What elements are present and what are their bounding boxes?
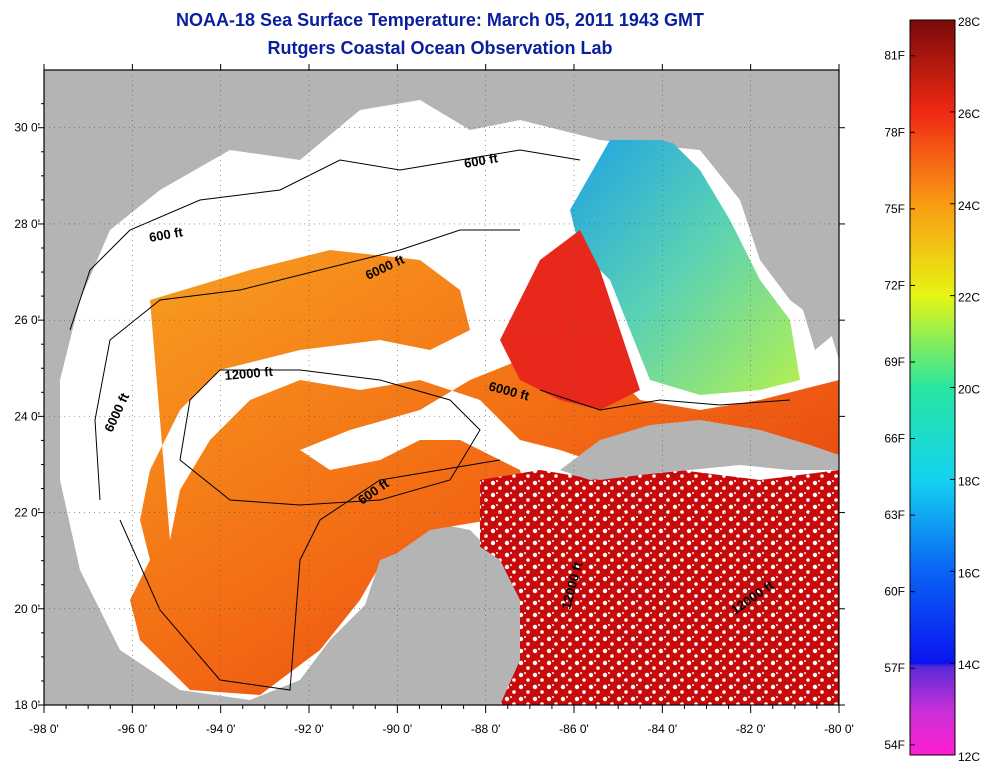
chart-subtitle: Rutgers Coastal Ocean Observation Lab [267,38,613,58]
lat-tick-label: 28 0' [14,217,40,231]
contour-label: 600 ft [463,150,500,171]
latitude-axis: 30 0' 28 0' 26 0' 24 0' 22 0' 20 0' 18 0' [14,103,845,712]
chart-title: NOAA-18 Sea Surface Temperature: March 0… [176,10,704,30]
yucatan-land [330,540,520,705]
lon-tick-label: -84 0' [648,722,678,736]
longitude-axis: -98 0' -96 0' -94 0' -92 0' -90 0' -88 0' -86 … [29,64,854,736]
us-coast-land [44,70,839,320]
lon-tick-label: -80 0' [824,722,854,736]
colorbar-c-label: 22C [958,291,980,305]
sst-cool-field [570,130,800,395]
colorbar-f-label: 60F [884,585,905,599]
colorbar-f-label: 66F [884,432,905,446]
lon-tick-label: -96 0' [118,722,148,736]
lat-tick-label: 20 0' [14,602,40,616]
colorbar-f-label: 54F [884,738,905,752]
colorbar-c-label: 24C [958,199,980,213]
colorbar-f-label: 78F [884,125,905,139]
colorbar-c-label: 18C [958,474,980,488]
colorbar-f-label: 81F [884,49,905,63]
colorbar-f-label: 75F [884,202,905,216]
contour-6000ft [94,229,520,501]
colorbar-c-label: 14C [958,658,980,672]
cuba-land [560,420,839,480]
contour-label: 600 ft [148,224,185,245]
contour-12000ft [179,369,481,506]
florida-land [610,70,839,350]
lon-tick-label: -82 0' [736,722,766,736]
contour-label: 12000 ft [224,364,274,383]
colorbar-f-label: 57F [884,661,905,675]
colorbar-c-label: 26C [958,107,980,121]
colorbar [909,19,956,756]
lon-tick-label: -88 0' [471,722,501,736]
colorbar-celsius-labels: 28C 26C 24C 22C 20C 18C 16C 14C 12C [950,15,980,764]
colorbar-c-label: 16C [958,566,980,580]
lon-tick-label: -98 0' [29,722,59,736]
colorbar-f-label: 69F [884,355,905,369]
colorbar-f-label: 72F [884,278,905,292]
graticule [44,70,839,705]
colorbar-fahrenheit-labels: 81F 78F 75F 72F 69F 66F 63F 60F 57F 54F [884,49,915,752]
contour-600ft-south [119,459,501,691]
lat-tick-label: 24 0' [14,409,40,423]
lon-tick-label: -86 0' [559,722,589,736]
lon-tick-label: -92 0' [294,722,324,736]
lat-tick-label: 22 0' [14,506,40,520]
lat-tick-label: 26 0' [14,313,40,327]
lon-tick-label: -94 0' [206,722,236,736]
sst-warm-field [130,250,839,695]
lat-tick-label: 18 0' [14,698,40,712]
colorbar-c-label: 28C [958,15,980,29]
contour-600ft-north [69,149,581,331]
lon-tick-label: -90 0' [383,722,413,736]
lat-tick-label: 30 0' [14,121,40,135]
contour-6000ft-east [539,389,791,411]
colorbar-f-label: 63F [884,508,905,522]
colorbar-c-label: 12C [958,750,980,764]
sst-caribbean-field [480,470,839,705]
colorbar-c-label: 20C [958,383,980,397]
